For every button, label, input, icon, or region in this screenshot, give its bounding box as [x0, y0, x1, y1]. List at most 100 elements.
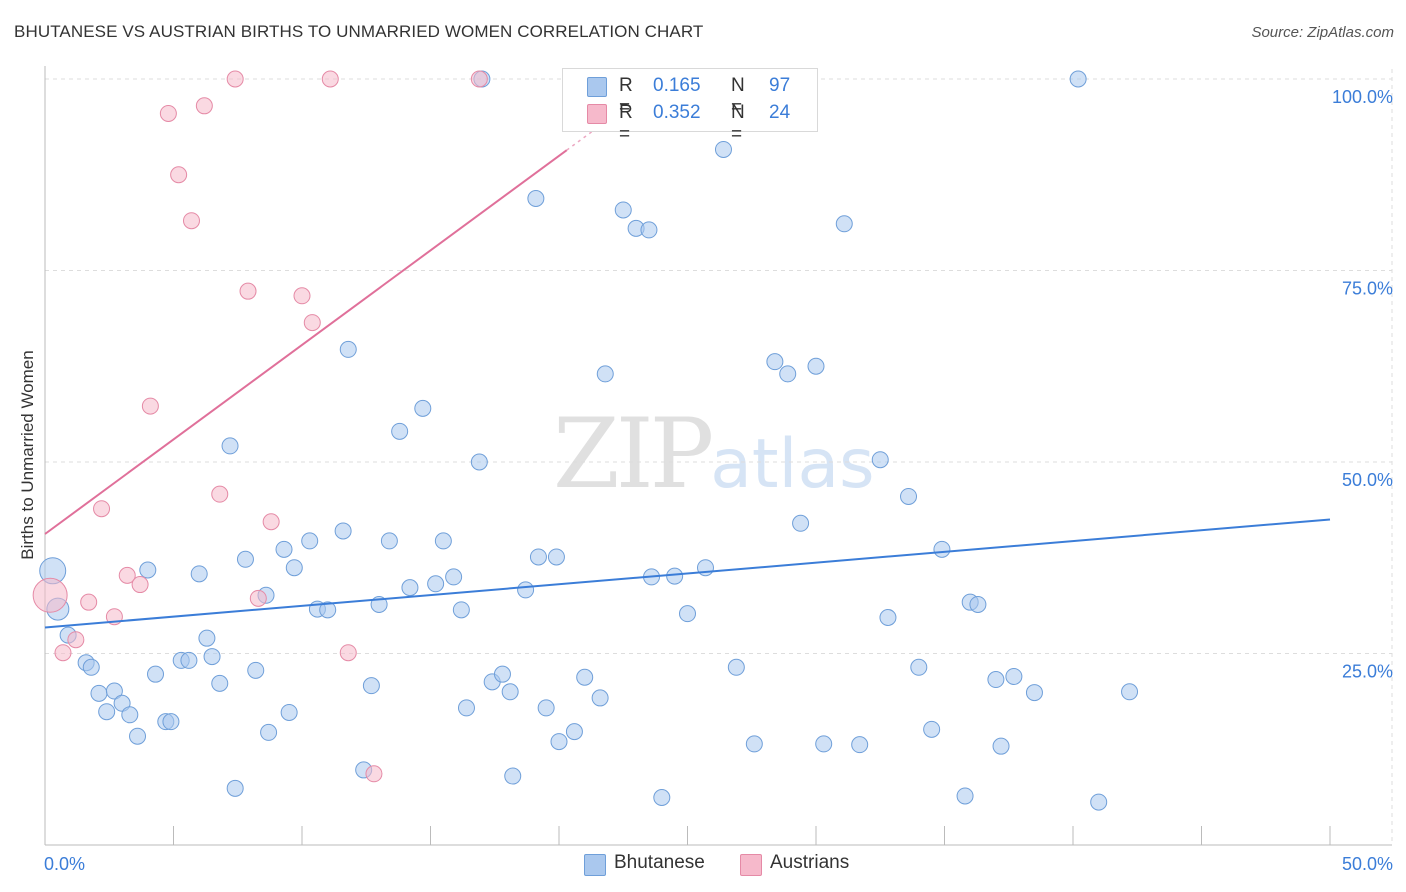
bhutanese-point [835, 215, 853, 233]
austrians-point [170, 166, 188, 184]
bhutanese-n-value: 97 [769, 75, 791, 96]
bhutanese-point [452, 601, 470, 619]
bhutanese-point [414, 399, 432, 417]
bhutanese-point [614, 201, 632, 219]
austrians-point [93, 500, 111, 518]
y-tick-label: 50.0% [1342, 470, 1393, 490]
bhutanese-point [427, 575, 445, 593]
bhutanese-point [380, 532, 398, 550]
bhutanese-point [933, 540, 951, 558]
austrians-point [293, 287, 311, 305]
source-label: Source: ZipAtlas.com [1251, 24, 1394, 41]
bhutanese-point [745, 735, 763, 753]
bhutanese-point [401, 579, 419, 597]
bhutanese-point [807, 357, 825, 375]
bhutanese-point [969, 595, 987, 613]
bhutanese-point [319, 601, 337, 619]
bhutanese-point [879, 608, 897, 626]
austrians-point [131, 576, 149, 594]
bhutanese-point [139, 561, 157, 579]
bhutanese-point [339, 340, 357, 358]
gridlines [45, 69, 1393, 845]
austrians-point [118, 566, 136, 584]
bhutanese-point [591, 689, 609, 707]
bhutanese-point [679, 605, 696, 623]
tick-labels: 25.0% 50.0% 75.0% 100.0% 0.0% 50.0% [44, 87, 1393, 874]
bhutanese-point [547, 548, 565, 566]
bhutanese-point [851, 736, 869, 754]
bhutanese-point [727, 658, 745, 676]
austrians-legend-label: Austrians [770, 852, 850, 873]
bhutanese-point [779, 365, 797, 383]
bhutanese-point [956, 787, 974, 805]
bhutanese-point [82, 658, 100, 676]
bhutanese-point [280, 703, 298, 721]
austrians-point [195, 97, 213, 115]
bhutanese-point [226, 779, 244, 797]
bhutanese-point [992, 737, 1010, 755]
bhutanese-point [98, 703, 116, 721]
bhutanese-point [1069, 70, 1087, 88]
bhutanese-r-value: 0.165 [653, 75, 701, 96]
austrians-point [321, 70, 339, 88]
bhutanese-points [39, 70, 1139, 811]
austrians-point [303, 314, 321, 332]
r-label: R = [619, 75, 633, 118]
bhutanese-point [445, 568, 463, 586]
austrians-trendline [44, 149, 568, 535]
austrians-point [365, 765, 383, 783]
bhutanese-point [190, 565, 208, 583]
bhutanese-point [910, 658, 928, 676]
austrians-point [80, 593, 98, 611]
austrians-point [141, 397, 159, 415]
bhutanese-legend-swatch [584, 854, 606, 876]
bhutanese-point [1005, 667, 1023, 685]
watermark-zip: ZIP [553, 398, 714, 510]
austrians-legend-swatch [740, 854, 762, 876]
bhutanese-point [1025, 684, 1043, 702]
bhutanese-point [211, 674, 229, 692]
austrians-point [249, 589, 267, 607]
bhutanese-point [260, 723, 278, 741]
bhutanese-legend-label: Bhutanese [614, 852, 705, 873]
watermark-atlas: atlas [710, 425, 875, 504]
axes [44, 66, 1392, 846]
bhutanese-point [576, 668, 594, 686]
bhutanese-point [550, 733, 568, 751]
bhutanese-point [815, 735, 833, 753]
bhutanese-point [923, 720, 941, 738]
austrians-swatch [587, 104, 607, 124]
bhutanese-point [1090, 793, 1108, 811]
bhutanese-point [900, 487, 918, 505]
bhutanese-point [493, 665, 511, 683]
bhutanese-point [457, 699, 475, 717]
chart-title: BHUTANESE VS AUSTRIAN BIRTHS TO UNMARRIE… [14, 22, 704, 41]
bhutanese-point [527, 189, 545, 207]
bhutanese-point [1121, 683, 1139, 701]
austrians-point [339, 644, 357, 662]
austrians-points [32, 70, 488, 783]
austrians-point [67, 631, 85, 649]
bhutanese-point [666, 567, 684, 585]
bhutanese-point [121, 706, 139, 724]
austrians-point [54, 644, 72, 662]
bhutanese-point [714, 140, 732, 158]
bhutanese-point [517, 581, 535, 599]
austrians-point [239, 282, 257, 300]
bhutanese-point [501, 683, 519, 701]
bhutanese-point [334, 522, 352, 540]
austrians-point [182, 212, 200, 230]
austrians-n-value: 24 [769, 102, 791, 123]
bhutanese-point [129, 727, 147, 745]
r-label: R = [619, 102, 633, 145]
y-tick-label: 100.0% [1332, 87, 1393, 107]
bhutanese-point [236, 550, 254, 568]
n-label: N = [731, 75, 745, 118]
bhutanese-point [871, 451, 889, 469]
x-tick-label-min: 0.0% [44, 854, 85, 874]
bhutanese-point [147, 665, 165, 683]
bhutanese-point [301, 532, 319, 550]
austrians-point [226, 70, 244, 88]
bhutanese-point [766, 353, 784, 371]
